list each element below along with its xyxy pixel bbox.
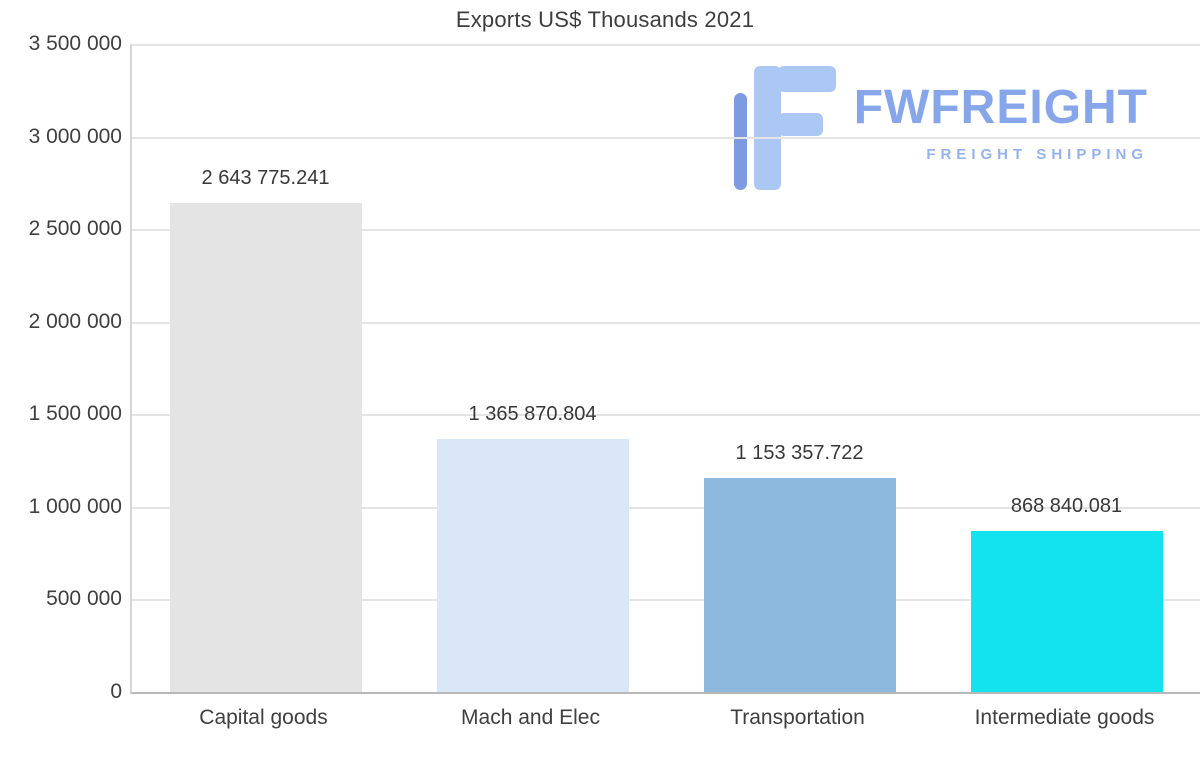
logo-tagline: FREIGHT SHIPPING bbox=[926, 146, 1148, 163]
logo-mark-icon bbox=[733, 66, 838, 195]
gridline bbox=[132, 599, 1200, 602]
x-axis-category-label: Mach and Elec bbox=[461, 706, 600, 729]
x-axis: Capital goods Mach and Elec Transportation… bbox=[130, 706, 1200, 740]
x-axis-category-label: Transportation bbox=[730, 706, 865, 729]
bar-value-label: 2 643 775.241 bbox=[201, 166, 330, 189]
bar-value-label: 868 840.081 bbox=[1010, 495, 1123, 518]
gridline bbox=[132, 506, 1200, 509]
logo-wordmark: FWFREIGHT bbox=[853, 81, 1148, 134]
y-axis-tick-label: 0 bbox=[110, 680, 122, 703]
gridline bbox=[132, 321, 1200, 324]
chart-title: Exports US$ Thousands 2021 bbox=[455, 7, 755, 32]
gridline bbox=[132, 136, 1200, 139]
bar-capital-goods bbox=[169, 202, 362, 692]
y-axis-tick-label: 1 000 000 bbox=[28, 494, 122, 518]
bar-intermediate-goods bbox=[970, 531, 1163, 692]
bar-transportation bbox=[703, 478, 896, 692]
y-axis-tick-label: 1 500 000 bbox=[28, 402, 122, 426]
bar-value-label: 1 153 357.722 bbox=[735, 442, 864, 465]
bar-mach-and-elec bbox=[436, 439, 629, 692]
logo-textblock: FWFREIGHT FREIGHT SHIPPING bbox=[853, 66, 1148, 164]
gridline bbox=[132, 229, 1200, 232]
y-axis-tick-label: 2 000 000 bbox=[28, 309, 122, 333]
y-axis-tick-label: 2 500 000 bbox=[28, 217, 122, 241]
x-axis-category-label: Capital goods bbox=[199, 706, 328, 729]
bar-value-label: 1 365 870.804 bbox=[468, 403, 597, 426]
x-axis-category-label: Intermediate goods bbox=[974, 706, 1155, 729]
y-axis-tick-label: 3 500 000 bbox=[28, 32, 122, 55]
plot-area: 2 643 775.241 1 365 870.804 1 153 357.722 8… bbox=[130, 44, 1200, 694]
logo: FWFREIGHT FREIGHT SHIPPING bbox=[733, 66, 1148, 195]
y-axis-tick-label: 3 000 000 bbox=[28, 124, 122, 148]
gridline bbox=[132, 44, 1200, 46]
y-axis-tick-label: 500 000 bbox=[46, 587, 122, 611]
gridline bbox=[132, 414, 1200, 417]
